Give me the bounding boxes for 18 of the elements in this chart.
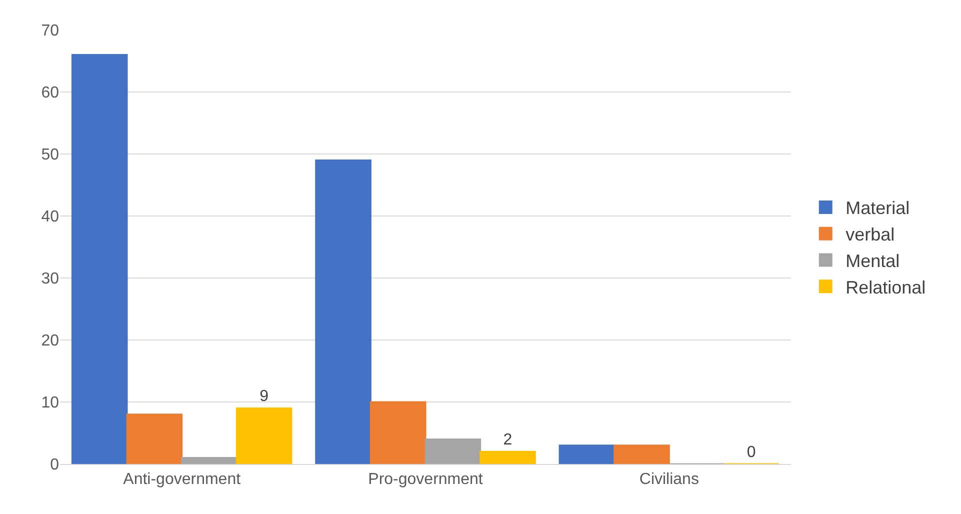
x-tick-label: Pro-government [368, 471, 484, 488]
y-tick-label: 30 [41, 270, 60, 288]
y-tick-label: 50 [41, 146, 60, 164]
x-tick-label: Anti-government [123, 471, 242, 488]
legend-label: Mental [846, 251, 900, 272]
data-label: 9 [260, 388, 269, 406]
y-tick-label: 0 [50, 456, 60, 474]
data-label: 0 [746, 444, 756, 461]
y-tick-label: 10 [41, 394, 60, 412]
y-tick-label: 40 [41, 208, 60, 226]
legend-label: verbal [846, 224, 895, 245]
x-tick-label: Civilians [639, 471, 699, 488]
legend-label: Material [846, 198, 910, 218]
y-tick-label: 60 [41, 84, 60, 102]
y-tick-label: 20 [41, 332, 60, 350]
legend-label: Relational [846, 277, 926, 298]
y-tick-label: 70 [41, 22, 60, 40]
data-label: 2 [503, 432, 512, 449]
